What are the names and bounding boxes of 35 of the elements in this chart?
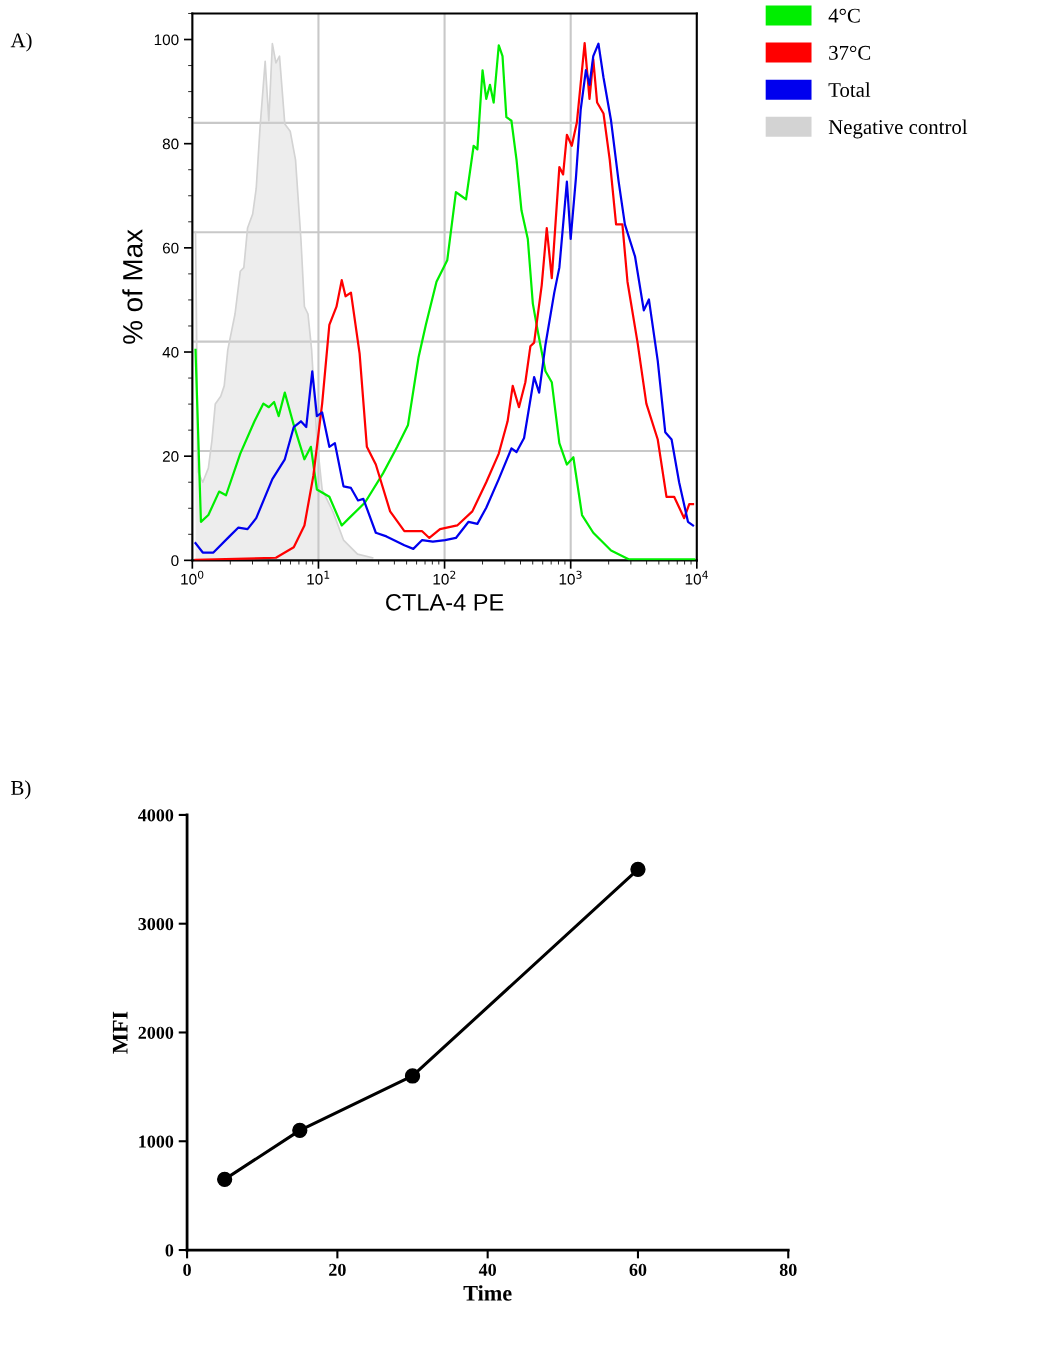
y-tick-label: 0 xyxy=(165,1244,174,1257)
y-tick-label: 60 xyxy=(162,242,179,254)
y-tick-label: 1000 xyxy=(139,1135,174,1148)
x-tick-label: 60 xyxy=(629,1263,647,1276)
x-axis-title: Time xyxy=(463,1285,512,1301)
y-tick-label: 0 xyxy=(171,555,179,567)
x-tick-label: 20 xyxy=(329,1263,346,1276)
y-axis-title: MFI xyxy=(112,1011,128,1054)
y-tick-label: 4000 xyxy=(138,809,174,822)
text: A) xyxy=(10,32,32,52)
x-tick-label: 80 xyxy=(779,1263,797,1276)
x-tick-label: 10$^{2}$ xyxy=(433,570,456,585)
legend-label: Negative control xyxy=(828,119,968,139)
legend-label: 37°C xyxy=(829,45,871,60)
x-tick-label: 0 xyxy=(183,1263,191,1276)
y-tick-label: 80 xyxy=(162,138,179,150)
x-axis-title: CTLA-4 PE xyxy=(386,593,504,611)
y-tick-label: 3000 xyxy=(138,917,174,931)
text: B) xyxy=(11,780,31,800)
x-tick-label: 40 xyxy=(478,1263,496,1276)
point xyxy=(292,1122,308,1139)
point xyxy=(404,1068,421,1084)
y-tick-label: 20 xyxy=(162,451,179,462)
point xyxy=(630,861,646,877)
legend-label: 4°C xyxy=(828,8,860,23)
x-tick-label: 10$^{3}$ xyxy=(559,570,582,585)
y-tick-label: 40 xyxy=(162,346,179,358)
y-tick-label: 100 xyxy=(154,34,179,46)
x-tick-label: 10$^{1}$ xyxy=(307,570,330,585)
x-tick-label: 10$^{0}$ xyxy=(181,570,204,585)
y-tick-label: 2000 xyxy=(138,1026,174,1039)
legend-label: Total xyxy=(828,82,871,97)
x-tick-label: 10$^{4}$ xyxy=(685,570,708,585)
y-axis-title: % of Max xyxy=(122,229,143,344)
point xyxy=(217,1171,233,1187)
